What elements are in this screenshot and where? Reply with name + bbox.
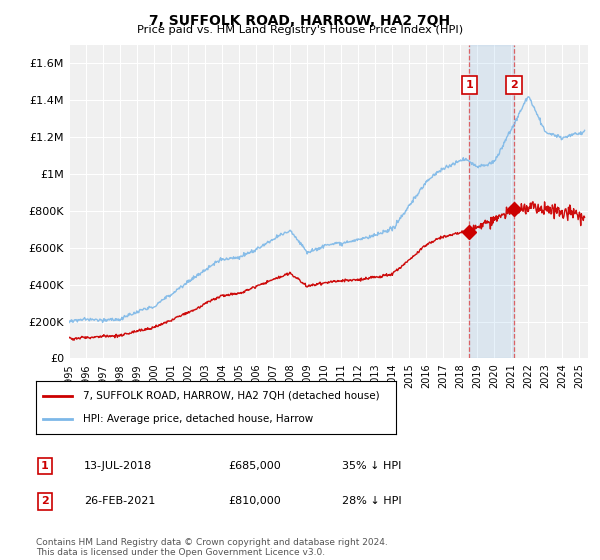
Text: £810,000: £810,000 (228, 496, 281, 506)
Text: 28% ↓ HPI: 28% ↓ HPI (342, 496, 401, 506)
Text: 1: 1 (41, 461, 49, 471)
Text: 2: 2 (41, 496, 49, 506)
Text: 13-JUL-2018: 13-JUL-2018 (84, 461, 152, 471)
Text: 35% ↓ HPI: 35% ↓ HPI (342, 461, 401, 471)
Text: 2: 2 (510, 81, 518, 90)
Text: 26-FEB-2021: 26-FEB-2021 (84, 496, 155, 506)
Text: Contains HM Land Registry data © Crown copyright and database right 2024.
This d: Contains HM Land Registry data © Crown c… (36, 538, 388, 557)
Text: £685,000: £685,000 (228, 461, 281, 471)
Text: HPI: Average price, detached house, Harrow: HPI: Average price, detached house, Harr… (83, 414, 313, 424)
Text: Price paid vs. HM Land Registry's House Price Index (HPI): Price paid vs. HM Land Registry's House … (137, 25, 463, 35)
Text: 7, SUFFOLK ROAD, HARROW, HA2 7QH: 7, SUFFOLK ROAD, HARROW, HA2 7QH (149, 14, 451, 28)
Text: 7, SUFFOLK ROAD, HARROW, HA2 7QH (detached house): 7, SUFFOLK ROAD, HARROW, HA2 7QH (detach… (83, 391, 379, 401)
Bar (469, 45, 514, 358)
Text: 1: 1 (466, 81, 473, 90)
